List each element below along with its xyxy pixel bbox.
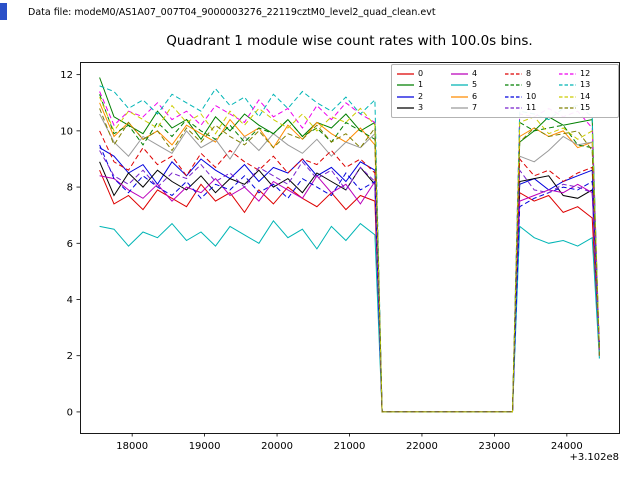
legend-entry-12: 12 <box>559 68 613 80</box>
y-tick-label: 2 <box>67 351 73 362</box>
legend-entry-0: 0 <box>397 68 451 80</box>
series-line-11 <box>99 150 600 413</box>
legend-entry-3: 3 <box>397 103 451 115</box>
x-tick-label: 19000 <box>189 441 221 452</box>
x-tick-label: 23000 <box>478 441 510 452</box>
legend-entry-10: 10 <box>505 91 559 103</box>
series-line-14 <box>99 96 600 413</box>
series-line-2 <box>99 147 600 413</box>
legend-entry-15: 15 <box>559 103 613 115</box>
legend-label: 0 <box>418 68 424 78</box>
legend-label: 2 <box>418 91 424 101</box>
series-line-8 <box>99 130 600 413</box>
y-tick-label: 0 <box>67 407 73 418</box>
legend-entry-2: 2 <box>397 91 451 103</box>
series-line-13 <box>99 85 600 413</box>
y-tick-label: 10 <box>60 126 73 137</box>
legend-entry-1: 1 <box>397 80 451 92</box>
legend-label: 1 <box>418 80 424 90</box>
legend-label: 11 <box>526 103 537 113</box>
x-tick-label: 24000 <box>551 441 583 452</box>
legend-line-sample-icon <box>505 73 522 75</box>
legend-line-sample-icon <box>451 107 468 109</box>
legend-label: 3 <box>418 103 424 113</box>
series-line-7 <box>99 113 600 413</box>
legend-entry-13: 13 <box>559 80 613 92</box>
legend-line-sample-icon <box>505 107 522 109</box>
y-tick-label: 6 <box>67 239 73 250</box>
series-line-1 <box>99 77 600 413</box>
legend-line-sample-icon <box>397 73 414 75</box>
legend-line-sample-icon <box>451 84 468 86</box>
legend-line-sample-icon <box>397 96 414 98</box>
legend-label: 13 <box>580 80 591 90</box>
x-tick-label: 21000 <box>334 441 366 452</box>
x-axis-offset-label: +3.102e8 <box>569 452 619 463</box>
chart-title: Quadrant 1 module wise count rates with … <box>166 33 533 49</box>
legend-entry-8: 8 <box>505 68 559 80</box>
legend-label: 12 <box>580 68 591 78</box>
y-tick-label: 12 <box>60 70 73 81</box>
legend-entry-7: 7 <box>451 103 505 115</box>
legend-label: 4 <box>472 68 478 78</box>
legend-label: 15 <box>580 103 591 113</box>
series-line-10 <box>99 144 600 413</box>
legend-line-sample-icon <box>559 107 576 109</box>
series-line-4 <box>99 174 600 413</box>
legend-entry-14: 14 <box>559 91 613 103</box>
legend-label: 14 <box>580 91 591 101</box>
y-tick-label: 4 <box>67 295 73 306</box>
left-edge-marker <box>0 3 7 20</box>
legend-line-sample-icon <box>451 96 468 98</box>
legend-label: 6 <box>472 91 478 101</box>
data-file-label: Data file: modeM0/AS1A07_007T04_90000032… <box>28 7 436 18</box>
legend-line-sample-icon <box>397 107 414 109</box>
legend-entry-4: 4 <box>451 68 505 80</box>
series-line-0 <box>99 170 600 413</box>
legend-label: 8 <box>526 68 532 78</box>
legend-entry-11: 11 <box>505 103 559 115</box>
legend-line-sample-icon <box>559 73 576 75</box>
series-line-5 <box>99 219 600 413</box>
legend-line-sample-icon <box>505 96 522 98</box>
series-line-15 <box>99 108 600 413</box>
x-tick-label: 20000 <box>261 441 293 452</box>
legend-line-sample-icon <box>451 73 468 75</box>
legend-label: 5 <box>472 80 478 90</box>
legend-label: 7 <box>472 103 478 113</box>
legend: 0 1 2 3 4 5 6 7 8 9 10 11 12 13 14 15 <box>391 64 619 118</box>
x-tick-label: 18000 <box>116 441 148 452</box>
x-tick-label: 22000 <box>406 441 438 452</box>
legend-entry-5: 5 <box>451 80 505 92</box>
legend-label: 9 <box>526 80 532 90</box>
y-tick-label: 8 <box>67 183 73 194</box>
legend-label: 10 <box>526 91 537 101</box>
axes-frame <box>80 62 620 434</box>
legend-line-sample-icon <box>505 84 522 86</box>
series-line-12 <box>99 91 600 413</box>
legend-entry-6: 6 <box>451 91 505 103</box>
legend-entry-9: 9 <box>505 80 559 92</box>
legend-line-sample-icon <box>397 84 414 86</box>
legend-line-sample-icon <box>559 96 576 98</box>
legend-line-sample-icon <box>559 84 576 86</box>
